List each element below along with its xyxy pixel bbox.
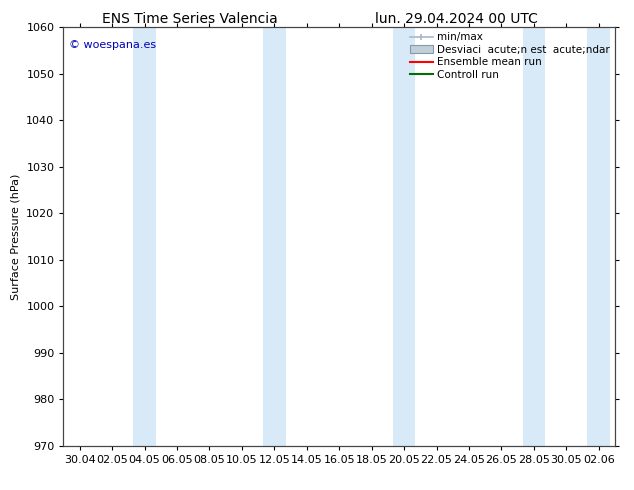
Text: ENS Time Series Valencia: ENS Time Series Valencia <box>102 12 278 26</box>
Text: © woespana.es: © woespana.es <box>69 40 156 49</box>
Bar <box>392 27 415 446</box>
Bar <box>133 27 156 446</box>
Text: lun. 29.04.2024 00 UTC: lun. 29.04.2024 00 UTC <box>375 12 538 26</box>
Bar <box>263 27 286 446</box>
Bar <box>588 27 610 446</box>
Y-axis label: Surface Pressure (hPa): Surface Pressure (hPa) <box>11 173 21 299</box>
Legend: min/max, Desviaci  acute;n est  acute;ndar, Ensemble mean run, Controll run: min/max, Desviaci acute;n est acute;ndar… <box>410 32 610 80</box>
Bar <box>522 27 545 446</box>
